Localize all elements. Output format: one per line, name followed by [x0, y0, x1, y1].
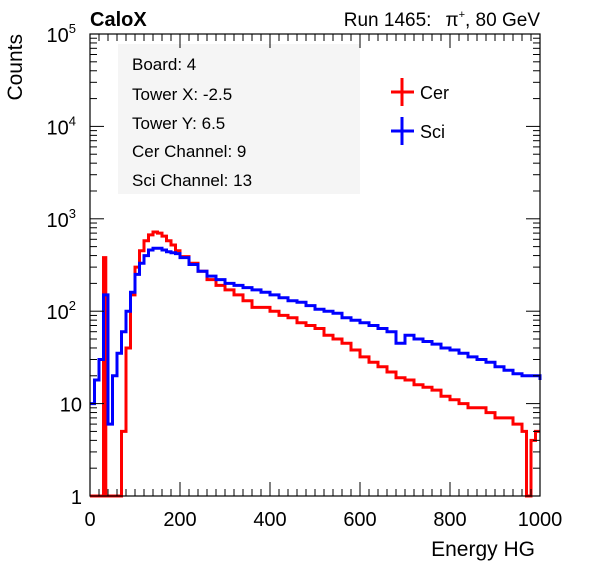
x-tick-label: 600: [343, 509, 376, 531]
calox-label: CaloX: [90, 9, 147, 31]
y-tick-label: 104: [47, 113, 76, 139]
run-header: Run 1465: π+, 80 GeV: [344, 9, 541, 31]
y-tick-label: 102: [47, 298, 76, 324]
x-tick-label: 800: [433, 509, 466, 531]
info-line-tower-y: Tower Y: 6.5: [132, 114, 225, 133]
info-line-sci-channel: Sci Channel: 13: [132, 171, 252, 190]
series-sci-line: [90, 246, 542, 426]
x-axis-title: Energy HG: [431, 538, 535, 561]
info-line-board: Board: 4: [132, 55, 196, 74]
y-tick-label: 10: [60, 395, 82, 417]
x-tick-label: 1000: [518, 509, 563, 531]
y-axis-title: Counts: [4, 34, 27, 101]
series-layer: [90, 230, 542, 498]
y-tick-label: 1: [71, 487, 82, 509]
info-box: Board: 4 Tower X: -2.5 Tower Y: 6.5 Cer …: [118, 44, 360, 194]
y-tick-label: 105: [47, 21, 76, 47]
legend-sci-label: Sci: [420, 122, 445, 142]
series-cer-line: [90, 230, 540, 498]
x-tick-label: 0: [84, 509, 95, 531]
x-tick-label: 400: [253, 509, 286, 531]
y-tick-label: 103: [47, 206, 76, 232]
legend: Cer Sci: [391, 78, 449, 145]
info-line-tower-x: Tower X: -2.5: [132, 85, 232, 104]
x-tick-label: 200: [163, 509, 196, 531]
info-line-cer-channel: Cer Channel: 9: [132, 142, 246, 161]
axis-layer: 0 200 400 600 800 1000 1 10 102 103 104 105: [47, 21, 563, 531]
legend-cer-label: Cer: [420, 83, 449, 103]
